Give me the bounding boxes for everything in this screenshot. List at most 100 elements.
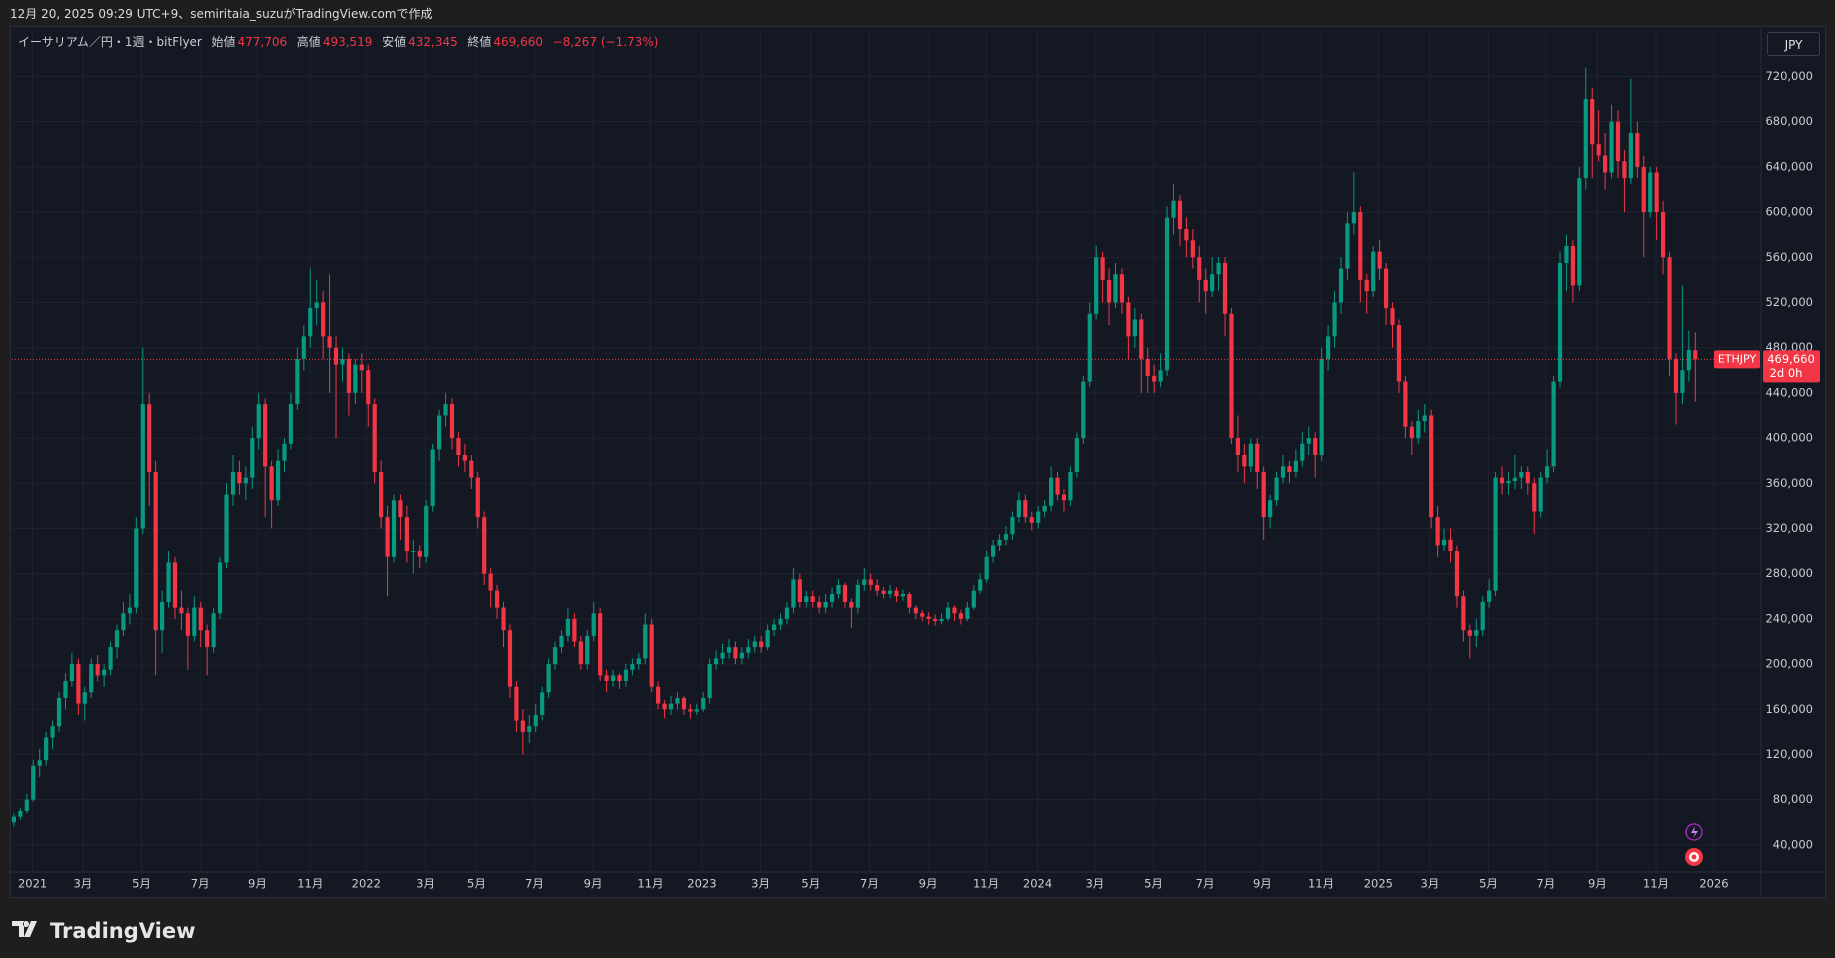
candle-body [288, 404, 294, 444]
candle-body [56, 697, 62, 727]
candle-body [243, 477, 248, 484]
y-tick-label: 280,000 [1765, 566, 1813, 580]
x-tick-label: 5月 [1479, 877, 1498, 891]
brand[interactable]: TradingView [12, 916, 195, 943]
x-tick-label: 9月 [584, 877, 603, 891]
plot-layer [11, 27, 1825, 897]
candle-body [430, 449, 435, 506]
x-tick-label: 11月 [637, 877, 663, 891]
candle-body [1680, 370, 1685, 393]
candle-body [933, 618, 938, 622]
y-tick-label: 600,000 [1765, 205, 1813, 219]
currency-button[interactable]: JPY [1767, 32, 1820, 56]
y-tick-label: 400,000 [1765, 431, 1813, 445]
candle-body [398, 500, 403, 518]
candle-body [501, 607, 506, 631]
candle-body [1609, 121, 1614, 173]
candle-body [1029, 517, 1034, 523]
candle-body [765, 630, 770, 648]
candle-body [114, 630, 120, 648]
candle-body [662, 703, 667, 710]
candle-body [391, 500, 397, 557]
candle-body [630, 664, 635, 670]
candle-body [24, 799, 29, 811]
candle-body [965, 607, 970, 619]
candle-body [1261, 471, 1266, 518]
candle-body [1197, 257, 1202, 280]
candle-body [295, 358, 300, 405]
x-tick-label: 7月 [1536, 877, 1555, 891]
close: 469,660 [493, 35, 543, 49]
candle-body [739, 652, 744, 659]
candle-body [1126, 302, 1131, 337]
candle-body [520, 720, 525, 732]
candle-body [179, 607, 184, 614]
candle-body [1106, 279, 1112, 303]
x-tick-label: 7月 [1196, 877, 1215, 891]
candle-body [217, 562, 223, 614]
candle-body [1081, 381, 1086, 439]
candle-body [649, 624, 654, 687]
candle-body [1383, 268, 1389, 309]
candle-body [456, 438, 461, 456]
candle-body [321, 302, 326, 337]
x-tick-label: 3月 [416, 877, 435, 891]
candle-body [1242, 455, 1247, 467]
candle-body [958, 613, 964, 619]
candle-body [469, 460, 474, 478]
candle-body [1641, 166, 1646, 213]
candle-body [269, 466, 274, 501]
candle-body [121, 613, 126, 631]
open-label: 始値 [211, 35, 236, 49]
candle-body [172, 562, 178, 608]
candle-body [842, 584, 848, 602]
candle-body [862, 579, 867, 585]
candle-body [250, 438, 255, 478]
candle-body [134, 528, 139, 608]
candle-body [108, 647, 113, 670]
candle-body [552, 647, 558, 665]
alert-icon[interactable] [1685, 823, 1703, 841]
candle-body [752, 641, 757, 648]
candle-body [817, 601, 822, 608]
candle-body [836, 584, 841, 595]
candle-body [166, 562, 171, 602]
candle-body [997, 539, 1002, 546]
candle-body [333, 347, 339, 365]
y-tick-label: 520,000 [1765, 295, 1813, 309]
candle-body [952, 607, 957, 614]
symbol-tag: ETHJPY [1718, 352, 1757, 365]
x-tick-label: 5月 [132, 877, 151, 891]
candle-body [89, 664, 94, 693]
candle-body [1422, 415, 1427, 422]
candle-body [1557, 262, 1563, 382]
candle-body [1493, 477, 1498, 591]
y-tick-label: 240,000 [1765, 611, 1813, 625]
candle-body [1532, 483, 1537, 512]
x-tick-label: 2021 [18, 877, 47, 891]
candle-body [63, 681, 68, 698]
y-tick-label: 560,000 [1765, 250, 1813, 264]
candle-body [437, 415, 442, 450]
y-tick-label: 160,000 [1765, 702, 1813, 716]
candle-body [1139, 319, 1144, 359]
candle-body [102, 669, 107, 676]
x-tick-label: 7月 [525, 877, 544, 891]
candle-body [211, 613, 216, 648]
close-label: 終値 [467, 35, 492, 49]
candle-body [275, 460, 281, 501]
candle-body [656, 686, 661, 704]
candle-body [1287, 466, 1292, 472]
candle-body [205, 630, 210, 648]
candle-body [1660, 212, 1666, 258]
candle-body [488, 573, 493, 591]
candle-body [462, 455, 467, 461]
candle-body [1364, 279, 1369, 292]
candle-body [95, 664, 100, 676]
candle-body [353, 364, 358, 393]
candle-body [1519, 471, 1524, 478]
candle-body [1409, 426, 1414, 439]
candle-body [379, 471, 384, 518]
candle-body [1474, 630, 1479, 636]
